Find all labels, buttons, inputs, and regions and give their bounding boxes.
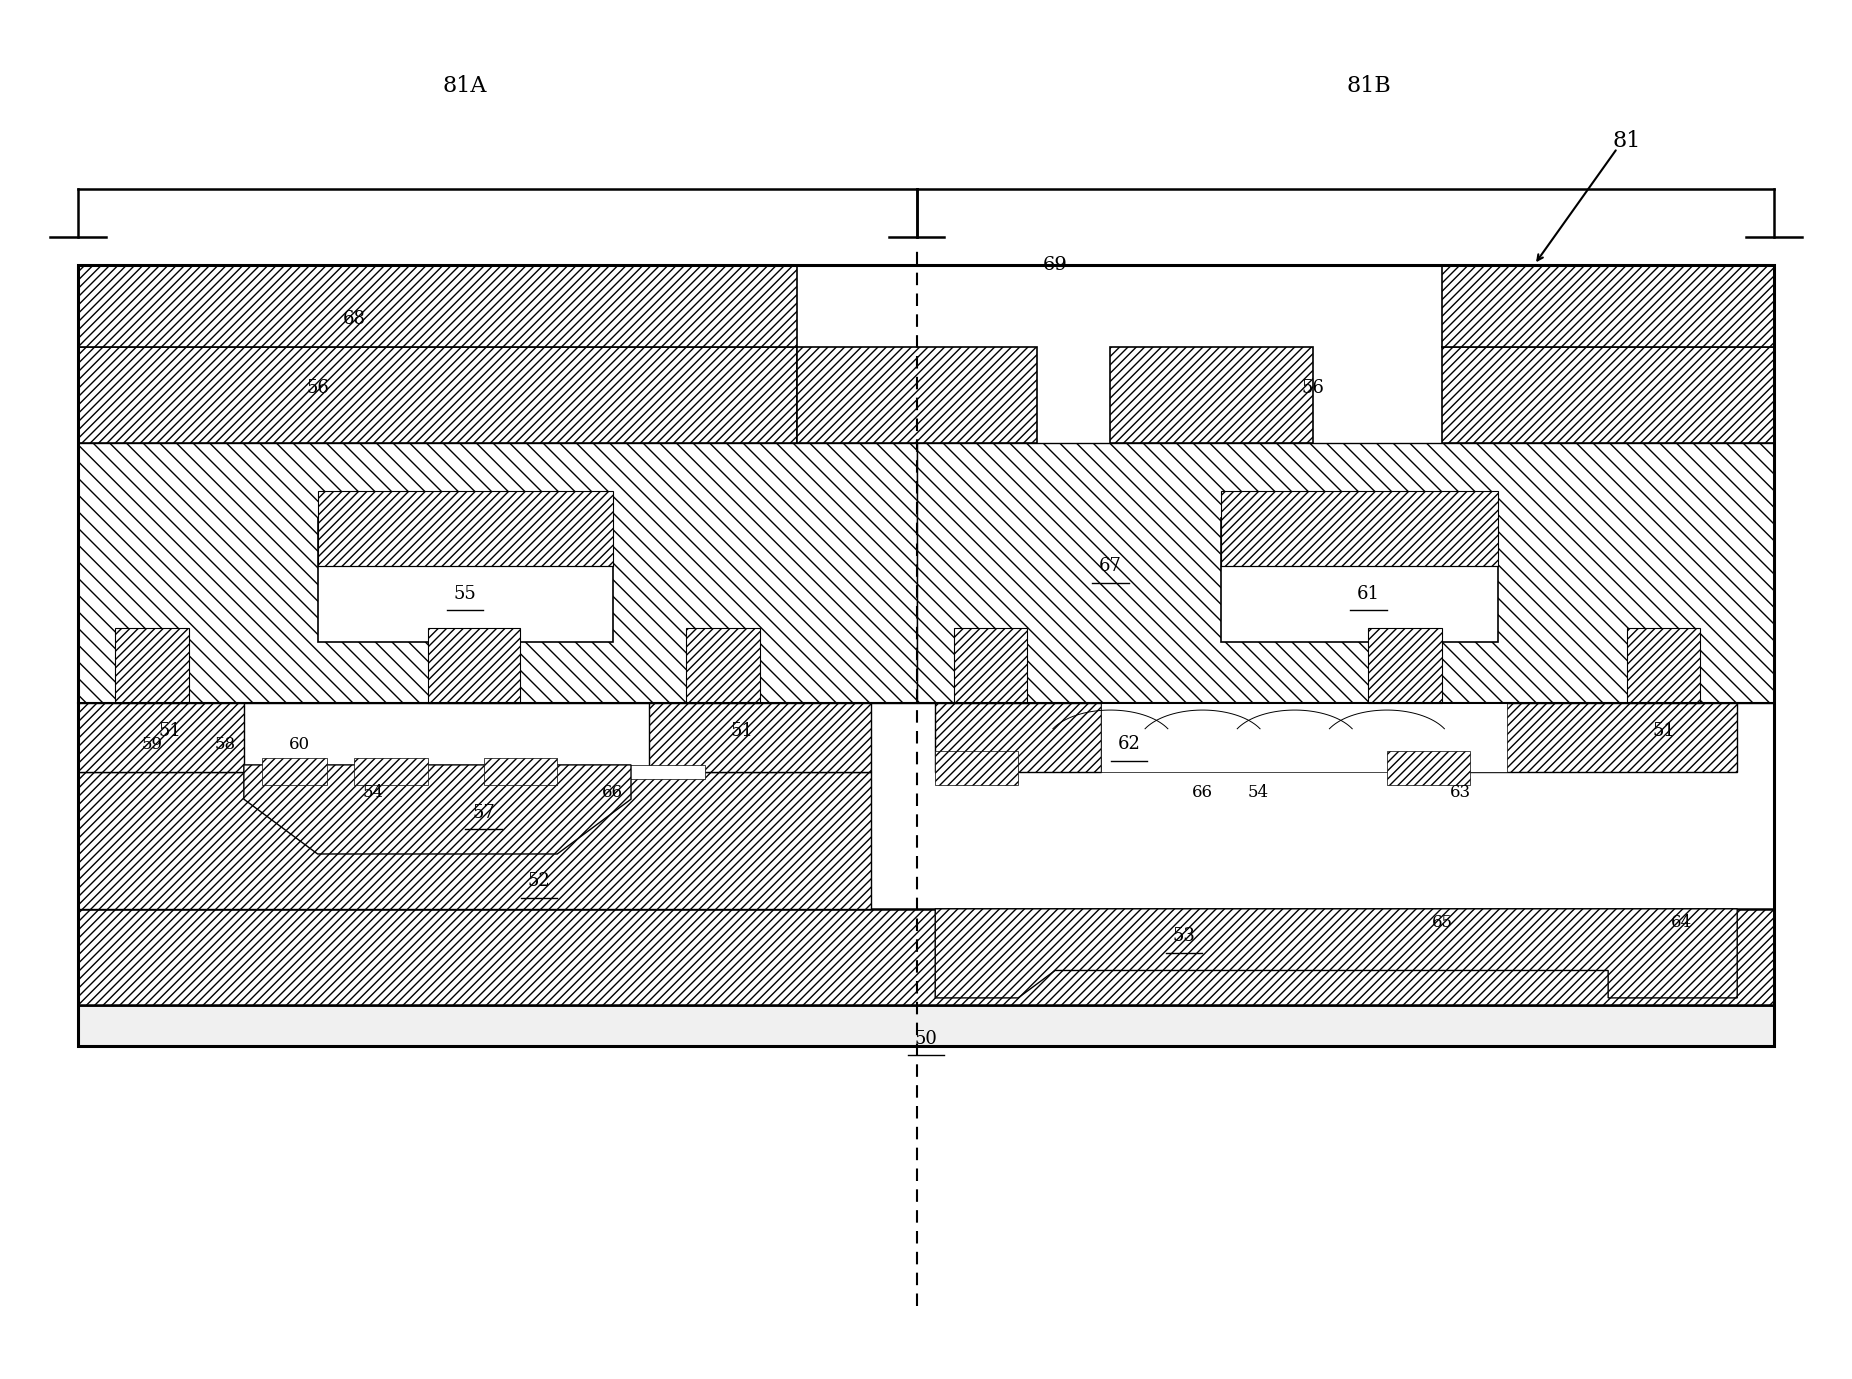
Bar (1443, 348, 1774, 443)
Text: 54: 54 (363, 783, 383, 801)
Bar (78, 265, 1774, 1045)
Bar (78, 703, 244, 772)
Text: 61: 61 (1358, 585, 1380, 603)
Text: 65: 65 (1432, 914, 1452, 931)
Text: 52: 52 (528, 873, 550, 891)
Bar (935, 752, 1019, 786)
Text: 66: 66 (602, 783, 622, 801)
Text: 64: 64 (1671, 914, 1693, 931)
Text: 62: 62 (1117, 735, 1141, 753)
Bar (1626, 627, 1700, 703)
Bar (263, 758, 326, 786)
Text: 51: 51 (1652, 721, 1674, 739)
Bar (687, 627, 759, 703)
Text: 66: 66 (1193, 783, 1213, 801)
Text: 56: 56 (1302, 379, 1324, 397)
Polygon shape (935, 909, 1737, 998)
Bar (354, 758, 428, 786)
Text: 59: 59 (141, 736, 163, 753)
Text: 67: 67 (1098, 557, 1122, 575)
Bar (78, 443, 917, 703)
Bar (796, 348, 1037, 443)
Bar (78, 909, 1774, 1005)
Bar (917, 443, 1774, 703)
Text: 55: 55 (454, 585, 476, 603)
Bar (78, 348, 796, 443)
Text: 58: 58 (215, 736, 235, 753)
Bar (1220, 491, 1498, 567)
Bar (78, 1005, 1774, 1045)
Bar (917, 443, 1774, 703)
Bar (1387, 752, 1470, 786)
Bar (317, 491, 613, 567)
Bar (1443, 265, 1774, 348)
Bar (1220, 519, 1498, 641)
Bar (650, 703, 870, 772)
Bar (954, 627, 1028, 703)
Bar (78, 265, 796, 348)
Bar (428, 627, 520, 703)
Text: 81A: 81A (443, 76, 487, 98)
Bar (317, 519, 613, 641)
Bar (1369, 627, 1443, 703)
Bar (115, 627, 189, 703)
Text: 56: 56 (306, 379, 330, 397)
Bar (78, 772, 870, 909)
Bar (483, 758, 557, 786)
Text: 50: 50 (915, 1030, 937, 1048)
Text: 54: 54 (1246, 783, 1269, 801)
Bar (78, 443, 917, 703)
Text: 51: 51 (159, 721, 181, 739)
Text: 81B: 81B (1346, 76, 1391, 98)
Text: 68: 68 (343, 310, 367, 328)
Text: 53: 53 (1172, 927, 1196, 945)
Bar (244, 765, 706, 779)
Bar (1102, 703, 1508, 772)
Bar (935, 703, 1102, 772)
Text: 57: 57 (472, 804, 494, 822)
Text: 81: 81 (1613, 130, 1641, 152)
Text: 60: 60 (289, 736, 309, 753)
Bar (1443, 703, 1737, 772)
Bar (1111, 348, 1313, 443)
Text: 69: 69 (1043, 255, 1067, 273)
Text: 63: 63 (1450, 783, 1470, 801)
Polygon shape (244, 765, 632, 854)
Text: 51: 51 (730, 721, 754, 739)
